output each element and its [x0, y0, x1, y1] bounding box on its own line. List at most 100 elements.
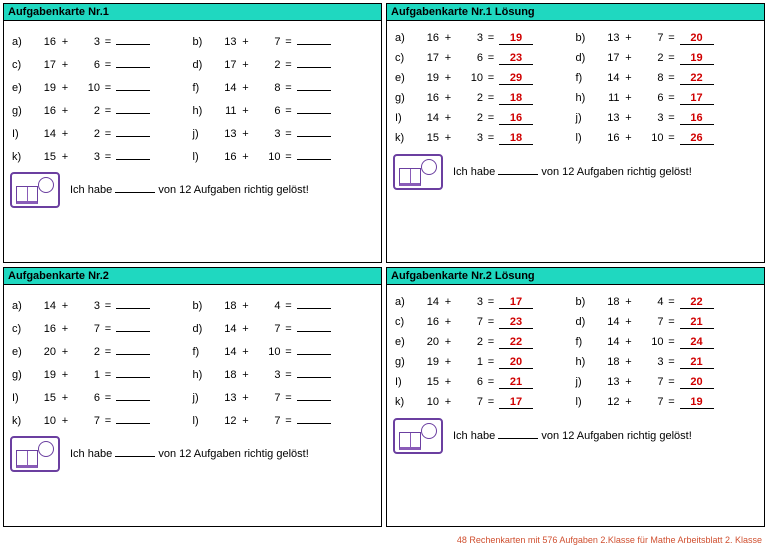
operand-2: 7: [638, 32, 664, 44]
problem-left: e)19+10=: [12, 78, 193, 94]
book-icon: [16, 186, 38, 204]
problems-area: a)14+3=b)18+4=c)16+7=d)14+7=e)20+2=f)14+…: [4, 285, 381, 436]
task-card-1: Aufgabenkarte Nr.1a)16+3=b)13+7=c)17+6=d…: [3, 3, 382, 263]
operand-2: 3: [255, 369, 281, 381]
answer-blank[interactable]: [116, 124, 150, 137]
operand-2: 7: [255, 36, 281, 48]
card-title: Aufgabenkarte Nr.1: [4, 4, 381, 21]
problem-label: h): [576, 92, 594, 104]
problem-label: a): [12, 300, 30, 312]
problem-label: d): [193, 323, 211, 335]
problem-label: g): [395, 356, 413, 368]
answer-blank[interactable]: [297, 78, 331, 91]
answer-blank[interactable]: [116, 365, 150, 378]
score-blank[interactable]: [115, 192, 155, 193]
operand-2: 6: [457, 376, 483, 388]
answer-blank[interactable]: [297, 319, 331, 332]
book-icon: [399, 432, 421, 450]
equals-sign: =: [664, 376, 680, 388]
operand-2: 2: [457, 92, 483, 104]
operand-1: 20: [413, 336, 439, 348]
problem-label: b): [576, 296, 594, 308]
operator: +: [439, 376, 457, 388]
score-blank[interactable]: [498, 174, 538, 175]
answer-blank[interactable]: [297, 342, 331, 355]
answer-blank[interactable]: [297, 147, 331, 160]
operator: +: [56, 82, 74, 94]
operand-1: 14: [594, 316, 620, 328]
answer-blank[interactable]: [297, 55, 331, 68]
operator: +: [56, 300, 74, 312]
score-blank[interactable]: [115, 456, 155, 457]
footer-text: Ich habe von 12 Aufgaben richtig gelöst!: [453, 430, 692, 442]
problem-left: I)15+6=21: [395, 376, 576, 389]
problem-row: a)14+3=17b)18+4=22: [395, 296, 756, 309]
equals-sign: =: [664, 112, 680, 124]
clock-icon: [421, 423, 437, 439]
operand-1: 17: [413, 52, 439, 64]
answer-blank[interactable]: [116, 55, 150, 68]
answer-blank[interactable]: [297, 365, 331, 378]
operand-1: 13: [594, 112, 620, 124]
problem-left: e)20+2=: [12, 342, 193, 358]
footer-suffix: von 12 Aufgaben richtig gelöst!: [155, 448, 309, 460]
problem-left: k)10+7=17: [395, 396, 576, 409]
operator: +: [56, 323, 74, 335]
answer-blank[interactable]: [297, 296, 331, 309]
answer-blank[interactable]: [297, 124, 331, 137]
card-title: Aufgabenkarte Nr.1 Lösung: [387, 4, 764, 21]
task-card-4: Aufgabenkarte Nr.2 Lösunga)14+3=17b)18+4…: [386, 267, 765, 527]
answer-blank[interactable]: [116, 78, 150, 91]
footer-text: Ich habe von 12 Aufgaben richtig gelöst!: [453, 166, 692, 178]
problem-right: f)14+10=24: [576, 336, 757, 349]
operand-1: 16: [211, 151, 237, 163]
footer-prefix: Ich habe: [453, 166, 498, 178]
answer-blank: 26: [680, 132, 714, 145]
operand-1: 15: [30, 151, 56, 163]
answer-blank[interactable]: [116, 411, 150, 424]
answer-blank[interactable]: [297, 411, 331, 424]
answer-blank[interactable]: [297, 101, 331, 114]
answer-blank[interactable]: [116, 101, 150, 114]
answer-blank: 21: [680, 316, 714, 329]
operand-2: 7: [638, 316, 664, 328]
operand-1: 14: [211, 82, 237, 94]
operand-2: 6: [457, 52, 483, 64]
equals-sign: =: [483, 112, 499, 124]
problem-left: g)19+1=20: [395, 356, 576, 369]
operator: +: [237, 346, 255, 358]
problem-label: a): [395, 32, 413, 44]
problem-left: g)16+2=: [12, 101, 193, 117]
operand-1: 14: [594, 336, 620, 348]
equals-sign: =: [281, 323, 297, 335]
answer-blank[interactable]: [116, 388, 150, 401]
problem-row: c)17+6=23d)17+2=19: [395, 52, 756, 65]
operand-2: 2: [74, 128, 100, 140]
clock-icon: [38, 441, 54, 457]
card-footer: Ich habe von 12 Aufgaben richtig gelöst!: [387, 154, 764, 194]
answer-blank: 20: [499, 356, 533, 369]
answer-blank[interactable]: [116, 319, 150, 332]
problem-label: c): [395, 52, 413, 64]
operand-2: 7: [457, 396, 483, 408]
book-icon: [16, 450, 38, 468]
answer-blank[interactable]: [297, 388, 331, 401]
answer-blank[interactable]: [116, 147, 150, 160]
answer-blank[interactable]: [297, 32, 331, 45]
operand-2: 2: [74, 105, 100, 117]
score-blank[interactable]: [498, 438, 538, 439]
operator: +: [237, 323, 255, 335]
answer-blank[interactable]: [116, 296, 150, 309]
problem-label: h): [193, 105, 211, 117]
answer-blank[interactable]: [116, 32, 150, 45]
answer-blank: 18: [499, 132, 533, 145]
answer-blank[interactable]: [116, 342, 150, 355]
problem-label: k): [395, 396, 413, 408]
answer-blank: 20: [680, 32, 714, 45]
operand-2: 7: [255, 323, 281, 335]
equals-sign: =: [483, 316, 499, 328]
operator: +: [237, 82, 255, 94]
problem-row: k)10+7=l)12+7=: [12, 411, 373, 427]
problem-right: l)16+10=: [193, 147, 374, 163]
operand-1: 12: [594, 396, 620, 408]
